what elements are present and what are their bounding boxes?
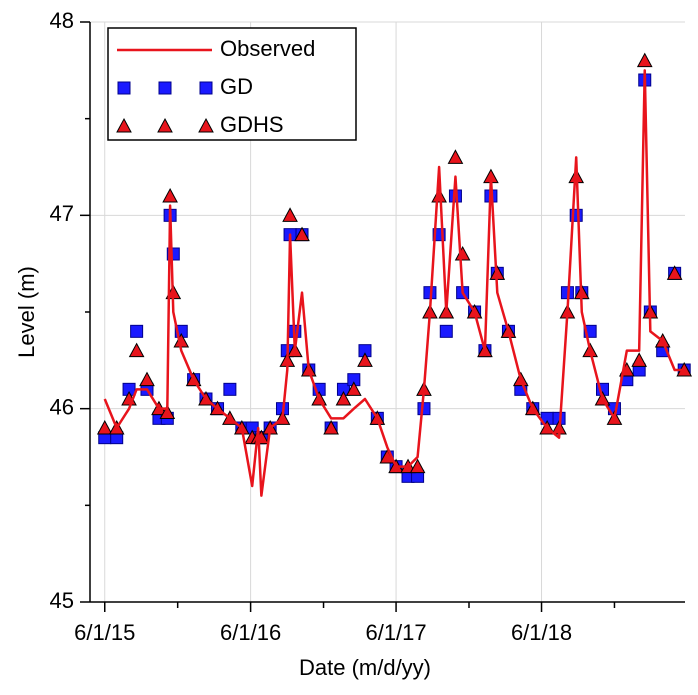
y-axis-label: Level (m) xyxy=(14,266,39,358)
x-tick-label: 6/1/16 xyxy=(220,620,281,645)
legend-marker xyxy=(199,81,213,95)
gdhs-marker xyxy=(96,419,113,435)
gdhs-marker xyxy=(139,371,155,387)
legend-marker xyxy=(158,81,172,95)
gdhs-marker xyxy=(323,419,339,435)
gdhs-marker xyxy=(294,226,310,242)
legend-marker xyxy=(157,117,173,133)
gdhs-marker xyxy=(345,381,362,396)
gdhs-marker xyxy=(447,149,464,164)
observed-line xyxy=(103,69,685,497)
y-tick-label: 45 xyxy=(50,588,74,613)
y-tick-label: 46 xyxy=(50,394,74,419)
y-tick-label: 48 xyxy=(50,8,74,33)
legend-label: GD xyxy=(220,74,253,99)
gdhs-marker xyxy=(282,207,298,222)
x-tick-label: 6/1/17 xyxy=(365,620,426,645)
legend-label: GDHS xyxy=(220,112,284,137)
gdhs-marker xyxy=(335,390,352,406)
legend-marker xyxy=(198,117,214,133)
x-tick-label: 6/1/15 xyxy=(74,620,135,645)
legend-box xyxy=(107,27,357,141)
gdhs-marker xyxy=(666,265,683,280)
legend-label: Observed xyxy=(220,36,315,61)
gd-marker xyxy=(130,324,144,338)
gdhs-marker xyxy=(128,342,145,358)
y-tick-label: 47 xyxy=(50,201,74,226)
gd-marker xyxy=(439,324,453,338)
gd-marker xyxy=(417,402,431,416)
gdhs-marker xyxy=(431,187,447,203)
x-tick-label: 6/1/18 xyxy=(511,620,572,645)
gdhs-marker xyxy=(409,458,426,474)
gdhs-marker xyxy=(357,352,373,367)
legend-marker xyxy=(116,117,132,133)
x-axis-label: Date (m/d/yy) xyxy=(299,655,431,680)
gdhs-marker xyxy=(631,352,648,367)
gdhs-marker xyxy=(159,404,176,420)
gdhs-marker xyxy=(454,245,471,261)
gd-marker xyxy=(223,382,237,396)
gdhs-marker xyxy=(636,52,653,68)
legend-marker xyxy=(117,81,131,95)
gdhs-marker xyxy=(162,187,178,203)
legend: Observed GD GDHS xyxy=(107,27,357,141)
